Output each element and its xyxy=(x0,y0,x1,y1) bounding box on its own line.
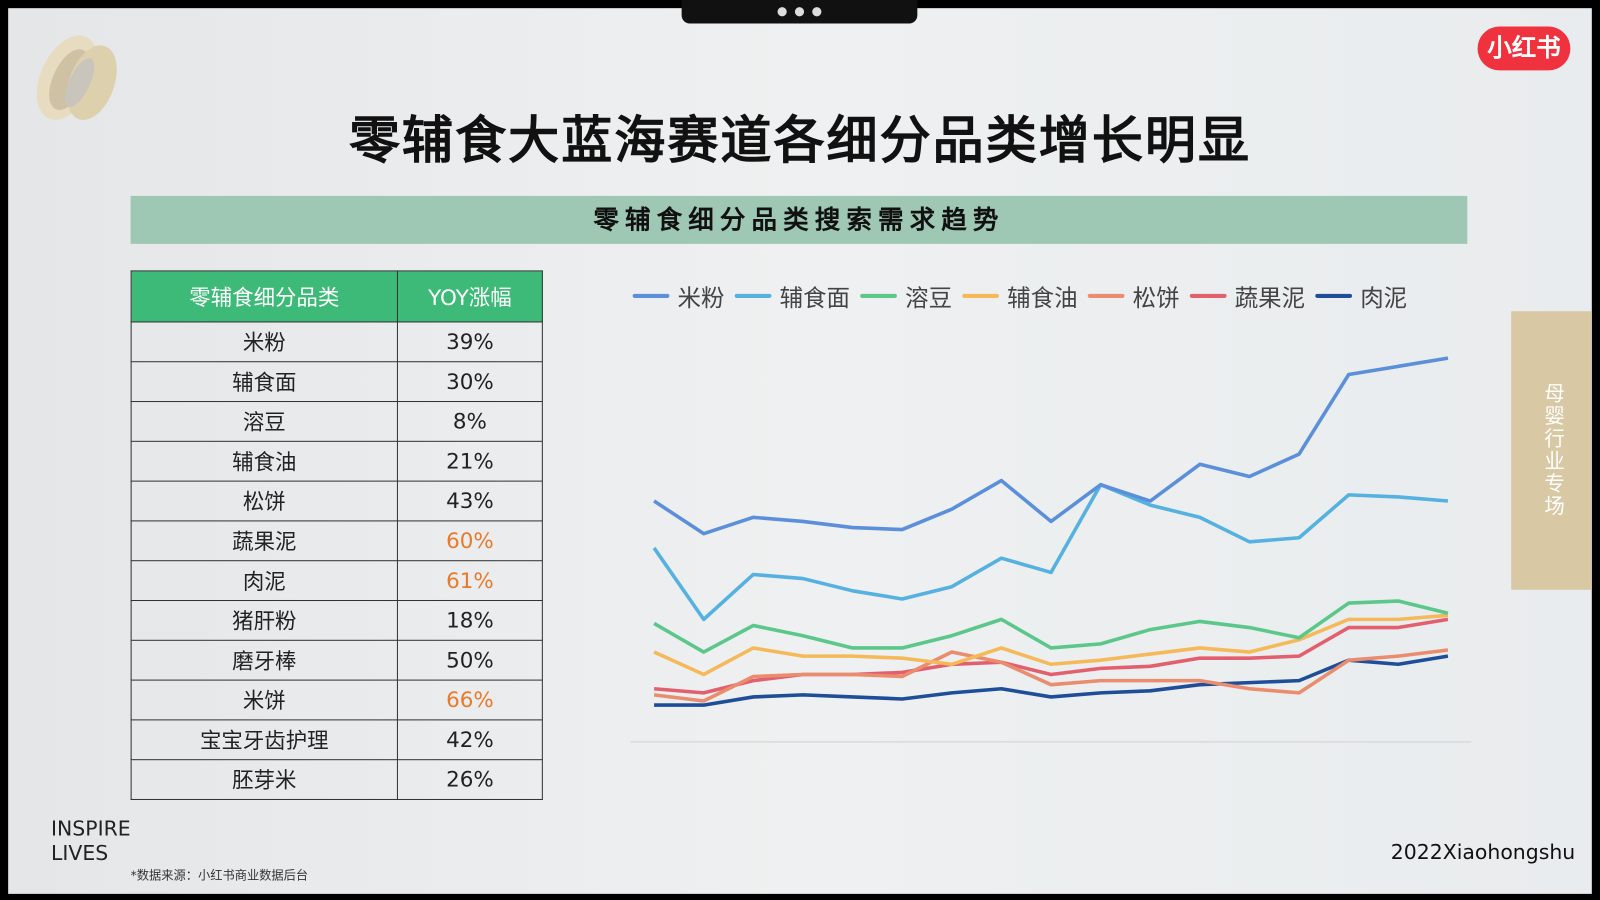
brand-slogan: INSPIRE LIVES xyxy=(51,816,131,865)
category-cell: 肉泥 xyxy=(130,560,398,602)
legend-label: 松饼 xyxy=(1132,285,1180,313)
xiaohongshu-logo: 小红书 xyxy=(1477,26,1571,71)
legend-swatch xyxy=(860,293,897,298)
yoy-cell: 50% xyxy=(396,639,543,681)
slogan-line-1: INSPIRE xyxy=(51,816,131,841)
yoy-cell: 18% xyxy=(396,599,543,641)
window-controls[interactable] xyxy=(681,0,918,24)
table-header-row: 零辅食细分品类 YOY涨幅 xyxy=(130,270,543,323)
series-line-米粉 xyxy=(653,356,1449,536)
series-line-辅食面 xyxy=(652,482,1449,622)
series-line-辅食油 xyxy=(653,613,1449,677)
table-row: 辅食油 21% xyxy=(130,440,543,482)
legend-label: 辅食面 xyxy=(779,285,850,313)
yoy-cell: 43% xyxy=(396,480,543,522)
legend-item: 松饼 xyxy=(1087,279,1180,314)
yoy-cell: 39% xyxy=(396,321,543,363)
legend-label: 溶豆 xyxy=(905,285,953,313)
legend-label: 米粉 xyxy=(677,285,725,313)
legend-item: 辅食面 xyxy=(734,279,850,314)
category-cell: 松饼 xyxy=(130,480,398,522)
side-tab-label: 母婴行业专场 xyxy=(1540,382,1566,518)
category-cell: 磨牙棒 xyxy=(130,639,398,681)
dot-icon xyxy=(777,7,787,17)
series-line-松饼 xyxy=(653,648,1449,703)
data-source-note: *数据来源：小红书商业数据后台 xyxy=(130,868,309,883)
category-cell: 猪肝粉 xyxy=(130,599,398,641)
section-banner: 零辅食细分品类搜索需求趋势 xyxy=(130,195,1468,244)
legend-swatch xyxy=(632,293,670,298)
legend-item: 溶豆 xyxy=(860,279,952,314)
category-cell: 蔬果泥 xyxy=(130,520,398,562)
chart-legend: 米粉 辅食面 溶豆 辅食油 松饼 蔬果泥 肉泥 xyxy=(632,279,1407,314)
category-cell: 胚芽米 xyxy=(130,759,398,800)
column-header-category: 零辅食细分品类 xyxy=(130,270,398,323)
legend-swatch xyxy=(1087,293,1125,298)
table-row: 溶豆 8% xyxy=(130,401,543,442)
table-row: 米粉 39% xyxy=(130,321,543,363)
legend-swatch xyxy=(1189,293,1227,298)
legend-label: 肉泥 xyxy=(1360,285,1408,313)
table-row: 猪肝粉 18% xyxy=(130,599,543,641)
copyright: 2022Xiaohongshu xyxy=(1390,839,1576,865)
category-cell: 辅食面 xyxy=(130,361,398,403)
legend-item: 肉泥 xyxy=(1315,279,1407,314)
yoy-cell: 60% xyxy=(396,520,543,562)
legend-swatch xyxy=(1315,293,1353,298)
legend-label: 辅食油 xyxy=(1007,285,1078,313)
column-header-yoy: YOY涨幅 xyxy=(396,270,543,323)
category-yoy-table: 零辅食细分品类 YOY涨幅 米粉 39% 辅食面 30% 溶豆 8% 辅食油 21% 松饼 43%… xyxy=(130,270,543,800)
legend-item: 米粉 xyxy=(632,279,725,314)
category-cell: 宝宝牙齿护理 xyxy=(130,719,398,761)
yoy-cell: 21% xyxy=(396,440,543,482)
yoy-cell: 26% xyxy=(396,759,543,800)
table-row: 蔬果泥 60% xyxy=(130,520,543,562)
category-cell: 米粉 xyxy=(130,321,398,363)
side-tab[interactable]: 母婴行业专场 xyxy=(1511,311,1592,590)
legend-swatch xyxy=(962,293,999,298)
yoy-cell: 42% xyxy=(396,719,543,761)
dot-icon xyxy=(794,7,805,17)
page-title: 零辅食大蓝海赛道各细分品类增长明显 xyxy=(348,111,1252,171)
table-row: 宝宝牙齿护理 42% xyxy=(130,719,543,761)
legend-label: 蔬果泥 xyxy=(1234,285,1306,313)
table-row: 胚芽米 26% xyxy=(130,759,543,800)
table-row: 磨牙棒 50% xyxy=(130,639,543,681)
dot-icon xyxy=(812,7,822,17)
series-line-肉泥 xyxy=(654,654,1449,707)
legend-item: 辅食油 xyxy=(962,279,1078,314)
category-cell: 溶豆 xyxy=(130,401,398,442)
slogan-line-2: LIVES xyxy=(51,840,109,866)
yoy-cell: 8% xyxy=(396,401,543,442)
table-row: 松饼 43% xyxy=(130,480,543,522)
legend-item: 蔬果泥 xyxy=(1189,279,1306,314)
series-line-溶豆 xyxy=(653,599,1449,654)
decorative-shell-icon xyxy=(36,35,117,120)
legend-swatch xyxy=(734,293,772,298)
